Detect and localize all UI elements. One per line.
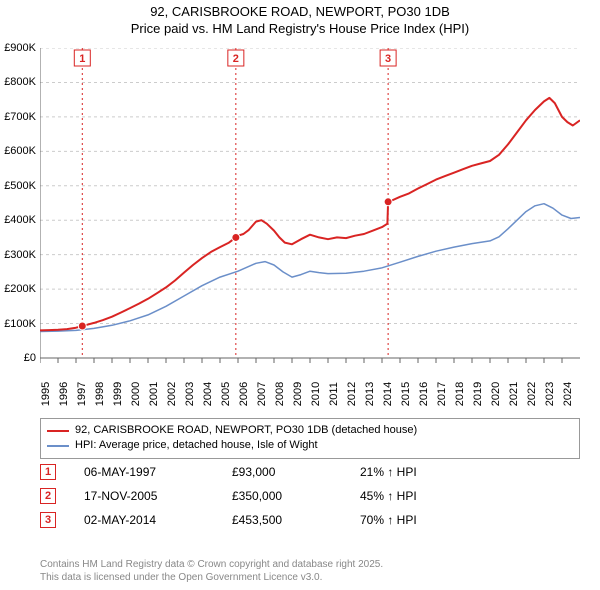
x-tick-label: 1998 [94,382,106,406]
y-tick-label: £400K [4,214,36,226]
y-tick-label: £300K [4,249,36,261]
y-axis-labels: £0£100K£200K£300K£400K£500K£600K£700K£80… [0,48,38,358]
x-tick-label: 2016 [418,382,430,406]
x-tick-label: 2007 [256,382,268,406]
event-delta: 21% ↑ HPI [360,465,480,479]
svg-text:1: 1 [79,53,85,65]
legend-label: 92, CARISBROOKE ROAD, NEWPORT, PO30 1DB … [75,423,417,438]
legend: 92, CARISBROOKE ROAD, NEWPORT, PO30 1DB … [40,418,580,459]
y-tick-label: £600K [4,145,36,157]
event-number-box: 1 [40,464,56,480]
x-tick-label: 2019 [472,382,484,406]
svg-text:2: 2 [233,53,239,65]
x-tick-label: 2009 [292,382,304,406]
x-tick-label: 1997 [76,382,88,406]
legend-row: 92, CARISBROOKE ROAD, NEWPORT, PO30 1DB … [47,423,573,438]
event-delta: 45% ↑ HPI [360,489,480,503]
x-tick-label: 2013 [364,382,376,406]
event-row: 2 17-NOV-2005 £350,000 45% ↑ HPI [40,484,580,508]
x-tick-label: 1995 [40,382,52,406]
page-title: 92, CARISBROOKE ROAD, NEWPORT, PO30 1DB [0,0,600,21]
legend-row: HPI: Average price, detached house, Isle… [47,438,573,453]
legend-swatch [47,445,69,447]
event-row: 1 06-MAY-1997 £93,000 21% ↑ HPI [40,460,580,484]
x-tick-label: 2012 [346,382,358,406]
y-tick-label: £100K [4,318,36,330]
y-tick-label: £800K [4,76,36,88]
legend-swatch [47,430,69,432]
event-number-box: 3 [40,512,56,528]
x-tick-label: 2001 [148,382,160,406]
event-price: £350,000 [232,489,332,503]
y-tick-label: £700K [4,111,36,123]
x-tick-label: 2021 [508,382,520,406]
y-tick-label: £0 [24,352,36,364]
attribution-footer: Contains HM Land Registry data © Crown c… [40,559,580,584]
event-date: 06-MAY-1997 [84,465,204,479]
x-tick-label: 1999 [112,382,124,406]
x-tick-label: 2020 [490,382,502,406]
event-row: 3 02-MAY-2014 £453,500 70% ↑ HPI [40,508,580,532]
x-axis-labels: 1995 1996 1997 1998 1999 2000 2001 2002 2003 2004… [40,360,580,415]
y-tick-label: £500K [4,180,36,192]
page-subtitle: Price paid vs. HM Land Registry's House … [0,21,600,36]
event-date: 17-NOV-2005 [84,489,204,503]
x-tick-label: 2015 [400,382,412,406]
price-chart: 1 2 3 [40,48,580,388]
chart-svg: 1 2 3 [40,48,580,388]
footer-line: This data is licensed under the Open Gov… [40,572,580,585]
x-tick-label: 2014 [382,382,394,406]
x-tick-label: 2006 [238,382,250,406]
x-tick-label: 2024 [562,382,574,406]
event-number-box: 2 [40,488,56,504]
footer-line: Contains HM Land Registry data © Crown c… [40,559,580,572]
x-tick-label: 2022 [526,382,538,406]
event-delta: 70% ↑ HPI [360,513,480,527]
x-tick-label: 2005 [220,382,232,406]
legend-label: HPI: Average price, detached house, Isle… [75,438,318,453]
y-tick-label: £900K [4,42,36,54]
x-tick-label: 2010 [310,382,322,406]
x-tick-label: 2002 [166,382,178,406]
x-tick-label: 2004 [202,382,214,406]
svg-text:3: 3 [385,53,391,65]
x-tick-label: 2011 [328,382,340,406]
event-price: £93,000 [232,465,332,479]
x-tick-label: 2017 [436,382,448,406]
x-tick-label: 2003 [184,382,196,406]
event-price: £453,500 [232,513,332,527]
x-tick-label: 2008 [274,382,286,406]
x-tick-label: 1996 [58,382,70,406]
sale-events-table: 1 06-MAY-1997 £93,000 21% ↑ HPI 2 17-NOV-2005… [40,460,580,532]
x-tick-label: 2000 [130,382,142,406]
event-date: 02-MAY-2014 [84,513,204,527]
y-tick-label: £200K [4,283,36,295]
x-tick-label: 2023 [544,382,556,406]
x-tick-label: 2018 [454,382,466,406]
